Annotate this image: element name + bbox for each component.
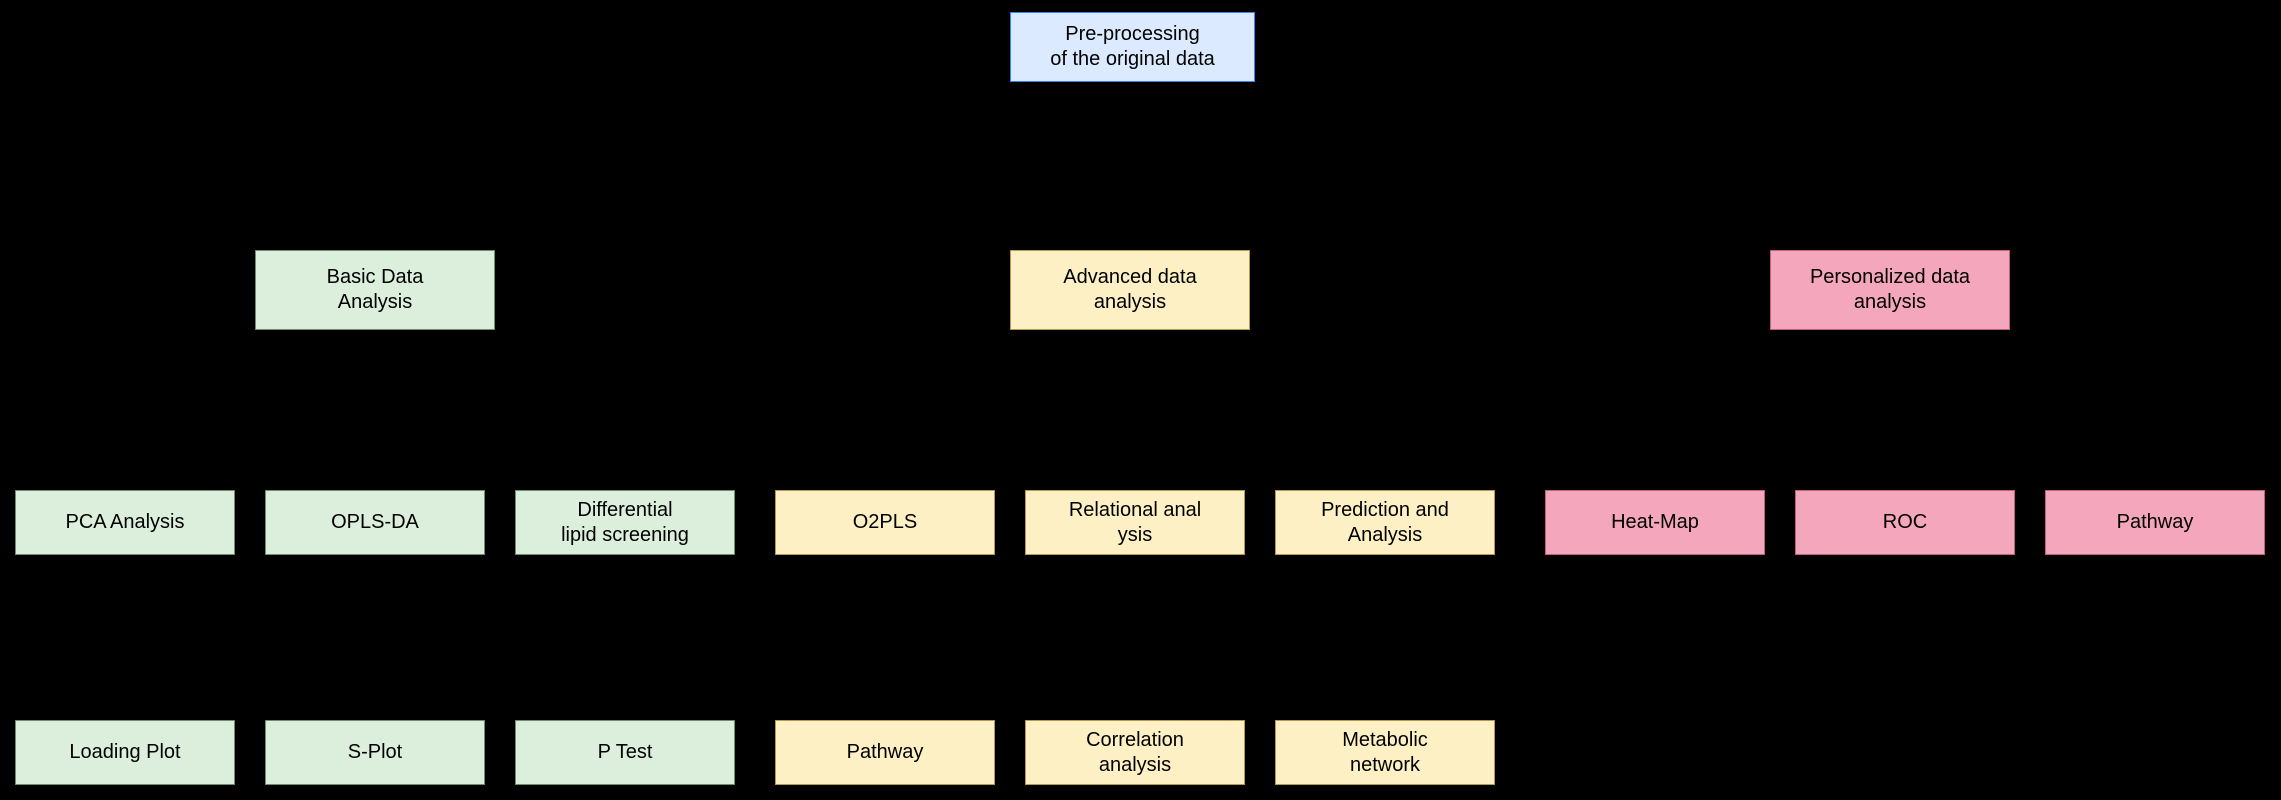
edge-basic-to-diff [375, 330, 625, 490]
node-path1: Pathway [775, 720, 995, 785]
node-pca: PCA Analysis [15, 490, 235, 555]
node-roc: ROC [1795, 490, 2015, 555]
edge-root-to-adv [1130, 82, 1133, 250]
node-pred: Prediction and Analysis [1275, 490, 1495, 555]
node-pers: Personalized data analysis [1770, 250, 2010, 330]
node-metab: Metabolic network [1275, 720, 1495, 785]
node-path2: Pathway [2045, 490, 2265, 555]
edge-pers-to-heat [1655, 330, 1890, 490]
node-load: Loading Plot [15, 720, 235, 785]
node-adv: Advanced data analysis [1010, 250, 1250, 330]
edge-pers-to-roc [1890, 330, 1905, 490]
edge-root-to-basic [375, 82, 1133, 250]
node-heat: Heat-Map [1545, 490, 1765, 555]
diagram-canvas: Pre-processing of the original data Basic… [0, 0, 2281, 800]
edge-adv-to-pred [1130, 330, 1385, 490]
edge-adv-to-o2pls [885, 330, 1130, 490]
node-diff: Differential lipid screening [515, 490, 735, 555]
edge-adv-to-rel [1130, 330, 1135, 490]
node-rel: Relational anal ysis [1025, 490, 1245, 555]
node-opls: OPLS-DA [265, 490, 485, 555]
edge-pers-to-path2 [1890, 330, 2155, 490]
node-ptest: P Test [515, 720, 735, 785]
node-root: Pre-processing of the original data [1010, 12, 1255, 82]
node-splot: S-Plot [265, 720, 485, 785]
edges-layer [0, 0, 2281, 800]
edge-basic-to-pca [125, 330, 375, 490]
node-basic: Basic Data Analysis [255, 250, 495, 330]
node-corr: Correlation analysis [1025, 720, 1245, 785]
node-o2pls: O2PLS [775, 490, 995, 555]
edge-root-to-pers [1133, 82, 1891, 250]
